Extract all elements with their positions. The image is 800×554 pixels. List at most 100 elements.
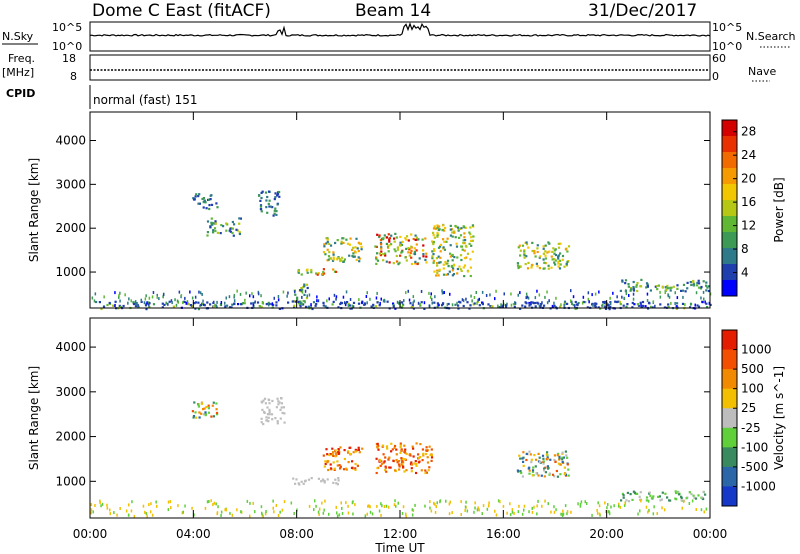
power-panel-cbar-tick-1: 8 (741, 242, 749, 256)
velocity-panel-frame (89, 317, 711, 519)
power-panel-ytick-3: 1000 (55, 265, 86, 279)
power-panel-cbar-tick-5: 24 (741, 148, 756, 162)
velocity-panel-cbar-tick-2: 100 (741, 382, 764, 396)
power-panel-ytick-1: 3000 (55, 177, 86, 191)
power-ylabel: Slant Range [km] (27, 158, 41, 262)
x-tick-1: 04:00 (176, 527, 211, 541)
radar-title: Dome C East (fitACF) (92, 1, 271, 21)
velocity-panel-feature-5 (516, 450, 570, 478)
power-panel-cbar-swatch-8 (722, 248, 737, 265)
velocity-panel-cbar-swatch-0 (722, 330, 737, 351)
velocity-panel-cbar-swatch-8 (722, 486, 737, 507)
power-panel-feature-6 (374, 232, 428, 266)
velocity-panel-cbar-tick-5: -100 (741, 440, 768, 454)
beam-title: Beam 14 (355, 1, 431, 21)
freq-label: Freq. (8, 52, 35, 65)
x-tick-6: 00:00 (693, 527, 728, 541)
velocity-panel-cbar-swatch-1 (722, 349, 737, 370)
power-panel-feature-5 (322, 237, 363, 263)
cpid-strip: CPID normal (fast) 151 (6, 85, 197, 109)
velocity-panel-cbar-swatch-6 (722, 447, 737, 468)
freq-tick-top: 18 (62, 52, 76, 65)
power-panel-cbar-swatch-6 (722, 216, 737, 233)
velocity-panel-ytick-3: 1000 (55, 474, 86, 488)
velocity-panel-cbar-swatch-5 (722, 427, 737, 448)
velocity-panel-cbar-swatch-4 (722, 408, 737, 429)
power-panel-cbar-swatch-7 (722, 232, 737, 249)
power-panel-cbar-swatch-3 (722, 168, 737, 185)
freq-unit: [MHz] (2, 66, 34, 79)
power-panel-cbar-swatch-4 (722, 184, 737, 201)
power-panel-feature-4 (297, 268, 338, 276)
date-title: 31/Dec/2017 (588, 1, 697, 21)
nave-tick-bottom: 0 (712, 70, 719, 83)
power-panel: 4000 3000 2000 1000 Slant Range [km] (27, 111, 712, 311)
x-axis-label: Time UT (374, 541, 425, 554)
power-panel-cbar-swatch-2 (722, 152, 737, 169)
nsearch-label: N.Search (746, 30, 796, 43)
power-colorbar: 4 8 12 16 20 24 28 Power [dB] (721, 119, 786, 297)
cpid-label: CPID (6, 87, 35, 100)
velocity-panel-cbar-tick-6: -500 (741, 460, 768, 474)
velocity-panel-feature-0 (191, 401, 219, 419)
power-panel-cbar-swatch-9 (722, 264, 737, 281)
power-panel-cbar-tick-0: 4 (741, 266, 749, 280)
velocity-panel-cbar-swatch-7 (722, 466, 737, 487)
x-tick-4: 16:00 (486, 527, 521, 541)
power-panel-frame (89, 111, 711, 309)
velocity-ylabel: Slant Range [km] (27, 366, 41, 470)
velocity-colorbar: 1000 500 100 25 -25 -100 -500 -1000 Velocity [m… (721, 329, 786, 507)
power-panel-cbar-tick-3: 16 (741, 195, 756, 209)
x-tick-2: 08:00 (279, 527, 314, 541)
power-colorbar-label: Power [dB] (772, 177, 786, 242)
power-panel-feature-8 (516, 241, 571, 270)
power-panel-feature-2 (258, 190, 281, 217)
freq-tick-bottom: 8 (70, 70, 77, 83)
velocity-panel-ytick-2: 2000 (55, 430, 86, 444)
freq-strip: Freq. [MHz] 18 8 60 0 Nave (2, 52, 776, 83)
velocity-panel-cbar-tick-0: 1000 (741, 343, 772, 357)
x-tick-0: 00:00 (73, 527, 108, 541)
nsky-strip: N.Sky 10^5 10^0 10^5 10^0 N.Search (2, 21, 796, 53)
velocity-panel-cbar-swatch-3 (722, 388, 737, 409)
nsky-tick-top: 10^5 (52, 21, 82, 34)
nave-tick-top: 60 (712, 52, 726, 65)
velocity-panel-feature-2 (292, 477, 340, 486)
x-tick-5: 20:00 (589, 527, 624, 541)
velocity-panel-cbar-tick-4: -25 (741, 421, 761, 435)
power-panel-near-range-scatter (91, 289, 712, 308)
nsky-trace-line (89, 22, 711, 37)
velocity-panel-feature-4 (375, 442, 434, 475)
velocity-panel-near-range-scatter (90, 499, 708, 518)
power-panel-ytick-2: 2000 (55, 221, 86, 235)
velocity-colorbar-label: Velocity [m s^-1] (772, 366, 786, 470)
power-panel-cbar-swatch-10 (722, 280, 737, 297)
velocity-panel-cbar-swatch-2 (722, 369, 737, 390)
nsearch-tick-bottom: 10^0 (712, 40, 742, 53)
velocity-panel: 4000 3000 2000 1000 Slant Range [km] (27, 317, 711, 519)
velocity-panel-feature-3 (322, 446, 364, 472)
nave-label: Nave (748, 65, 776, 78)
power-panel-cbar-tick-4: 20 (741, 172, 756, 186)
velocity-panel-feature-1 (260, 397, 286, 426)
power-panel-cbar-swatch-1 (722, 136, 737, 153)
power-panel-cbar-swatch-0 (722, 120, 737, 137)
power-panel-feature-0 (192, 193, 219, 211)
cpid-value: normal (fast) 151 (93, 93, 197, 107)
power-panel-feature-9 (619, 278, 710, 293)
power-panel-cbar-tick-2: 12 (741, 219, 756, 233)
power-panel-cbar-swatch-5 (722, 200, 737, 217)
nsky-label: N.Sky (2, 30, 34, 43)
nsky-tick-bottom: 10^0 (52, 40, 82, 53)
velocity-panel-ytick-0: 4000 (55, 340, 86, 354)
velocity-panel-cbar-tick-1: 500 (741, 362, 764, 376)
velocity-panel-cbar-tick-7: -1000 (741, 479, 776, 493)
power-panel-cbar-tick-6: 28 (741, 125, 756, 139)
nsearch-tick-top: 10^5 (712, 21, 742, 34)
velocity-panel-ytick-1: 3000 (55, 385, 86, 399)
power-panel-feature-7 (431, 223, 475, 278)
x-tick-3: 12:00 (383, 527, 418, 541)
velocity-panel-cbar-tick-3: 25 (741, 401, 756, 415)
power-panel-ytick-0: 4000 (55, 134, 86, 148)
